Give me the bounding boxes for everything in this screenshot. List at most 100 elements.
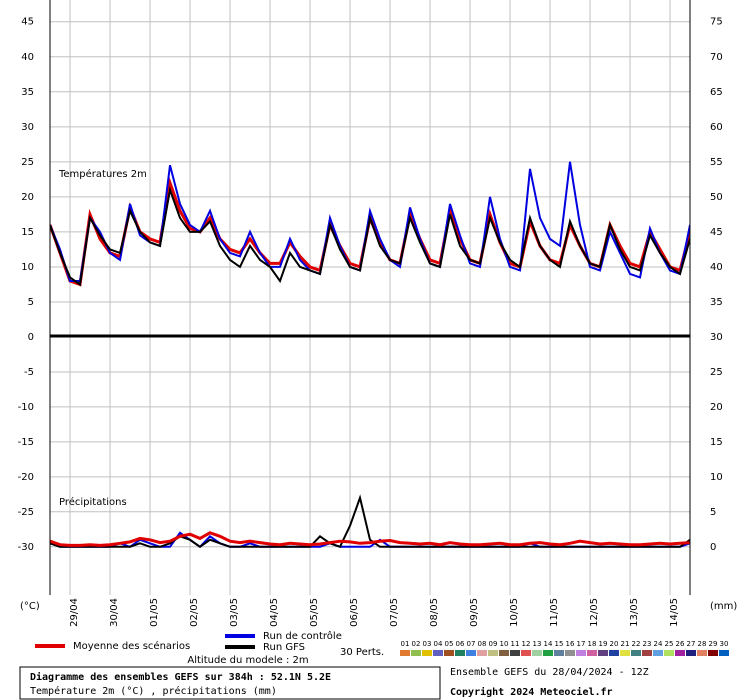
pert-swatch [708,650,718,656]
panel-label: Précipitations [59,496,127,508]
y2-tick-label: 35 [710,297,723,308]
x-tick-label: 02/05 [189,598,200,627]
y2-tick-label: 25 [710,367,723,378]
legend-label: Run GFS [263,642,305,653]
perts-label: 30 Perts. [340,647,384,658]
x-tick-label: 30/04 [109,598,120,627]
pert-label: 22 [632,640,641,648]
y-unit: (°C) [20,601,40,612]
x-tick-label: 03/05 [229,598,240,627]
legend-label: Run de contrôle [263,630,342,642]
pert-label: 15 [555,640,564,648]
pert-swatch [620,650,630,656]
y2-tick-label: 40 [710,262,723,273]
x-tick-label: 04/05 [269,598,280,627]
x-tick-label: 14/05 [669,598,680,627]
y2-tick-label: 65 [710,87,723,98]
pert-swatch [499,650,509,656]
pert-label: 09 [489,640,498,648]
y2-tick-label: 30 [710,332,723,343]
pert-swatch [664,650,674,656]
pert-label: 17 [577,640,586,648]
pert-label: 05 [445,640,454,648]
y-tick-label: -25 [18,507,34,518]
y2-tick-label: 5 [710,507,716,518]
pert-swatch [477,650,487,656]
pert-swatch [675,650,685,656]
y-tick-label: 10 [21,262,34,273]
pert-label: 21 [621,640,630,648]
x-tick-label: 07/05 [389,598,400,627]
run-info: Ensemble GEFS du 28/04/2024 - 12Z [450,667,649,678]
pert-label: 23 [643,640,652,648]
pert-swatch [543,650,553,656]
y-tick-label: 30 [21,122,34,133]
series-line [50,531,690,547]
y-tick-label: 25 [21,157,34,168]
x-tick-label: 01/05 [149,598,160,627]
pert-label: 28 [698,640,707,648]
copyright: Copyright 2024 Meteociel.fr [450,686,613,698]
pert-label: 26 [676,640,685,648]
pert-label: 12 [522,640,531,648]
pert-swatch [433,650,443,656]
x-tick-label: 08/05 [429,598,440,627]
pert-label: 30 [720,640,729,648]
y-tick-label: 0 [28,332,34,343]
pert-label: 11 [511,640,520,648]
y-tick-label: 45 [21,17,34,28]
x-tick-label: 12/05 [589,598,600,627]
x-tick-label: 05/05 [309,598,320,627]
x-tick-label: 29/04 [69,598,80,627]
footer-subtitle: Température 2m (°C) , précipitations (mm… [30,685,277,697]
x-tick-label: 09/05 [469,598,480,627]
y2-tick-label: 75 [710,17,723,28]
pert-label: 08 [478,640,487,648]
y2-tick-label: 10 [710,472,723,483]
pert-label: 16 [566,640,575,648]
series-line [50,186,690,287]
pert-swatch [598,650,608,656]
pert-label: 03 [423,640,432,648]
pert-label: 02 [412,640,421,648]
pert-swatch [653,650,663,656]
pert-label: 13 [533,640,542,648]
y2-tick-label: 0 [710,542,716,553]
pert-swatch [466,650,476,656]
pert-swatch [642,650,652,656]
pert-swatch [554,650,564,656]
pert-swatch [532,650,542,656]
y-tick-label: -15 [18,437,34,448]
pert-swatch [422,650,432,656]
pert-swatch [565,650,575,656]
y-tick-label: 20 [21,192,34,203]
y2-unit: (mm) [710,601,737,612]
pert-label: 18 [588,640,597,648]
pert-swatch [411,650,421,656]
pert-label: 01 [401,640,410,648]
y-tick-label: 15 [21,227,34,238]
pert-label: 20 [610,640,619,648]
pert-swatch [587,650,597,656]
pert-swatch [686,650,696,656]
pert-swatch [576,650,586,656]
pert-swatch [697,650,707,656]
pert-swatch [455,650,465,656]
legend-label: Moyenne des scénarios [73,640,190,652]
y2-tick-label: 15 [710,437,723,448]
y-tick-label: -10 [18,402,34,413]
panel-label: Températures 2m [58,168,147,180]
altitude: Altitude du modele : 2m [187,655,308,666]
y2-tick-label: 60 [710,122,723,133]
pert-swatch [444,650,454,656]
pert-label: 07 [467,640,476,648]
y2-tick-label: 55 [710,157,723,168]
pert-label: 25 [665,640,674,648]
pert-label: 04 [434,640,443,648]
pert-label: 29 [709,640,718,648]
pert-swatch [488,650,498,656]
x-tick-label: 11/05 [549,598,560,627]
y-tick-label: -20 [18,472,34,483]
y2-tick-label: 70 [710,52,723,63]
